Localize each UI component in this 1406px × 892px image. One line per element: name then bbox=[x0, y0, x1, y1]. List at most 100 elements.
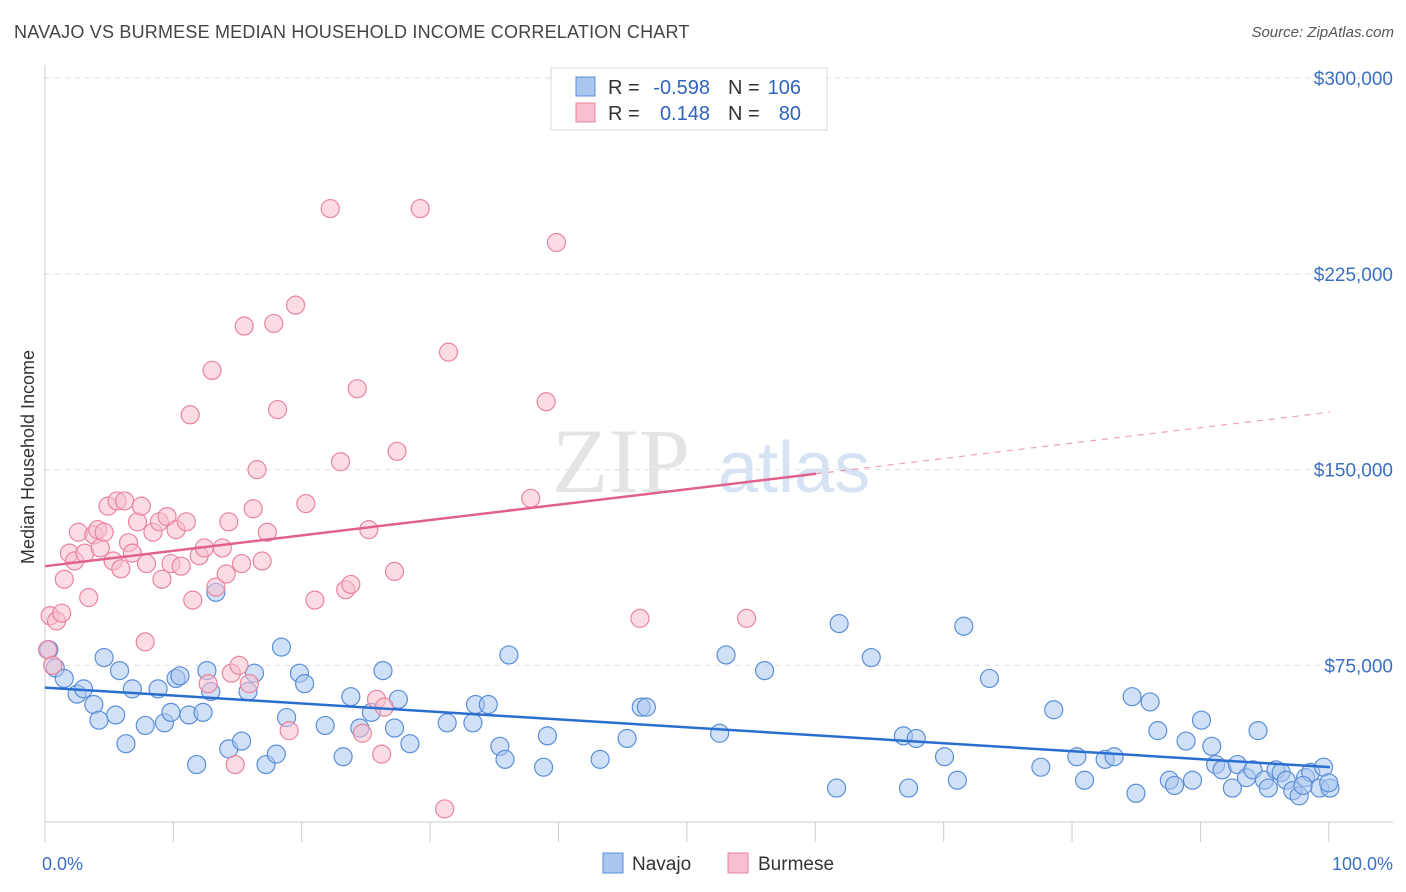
burmese-point-42 bbox=[216, 564, 236, 584]
navajo-point-53 bbox=[617, 728, 637, 749]
navajo-point-6 bbox=[89, 710, 109, 730]
navajo-point-55 bbox=[636, 697, 656, 717]
navajo-point-49 bbox=[499, 645, 519, 665]
legend-r-value-burmese: 0.148 bbox=[660, 103, 710, 125]
navajo-point-61 bbox=[861, 647, 881, 668]
navajo-point-64 bbox=[906, 728, 926, 749]
navajo-point-35 bbox=[333, 747, 353, 767]
navajo-point-70 bbox=[1044, 700, 1064, 720]
burmese-point-56 bbox=[279, 721, 299, 741]
navajo-point-48 bbox=[495, 749, 515, 769]
burmese-point-54 bbox=[264, 313, 284, 334]
navajo-point-67 bbox=[954, 616, 974, 636]
burmese-point-5 bbox=[54, 569, 74, 589]
watermark-atlas: atlas bbox=[718, 428, 870, 508]
watermark-zip: ZIP bbox=[552, 410, 690, 512]
bottom-legend-label-burmese: Burmese bbox=[758, 854, 834, 875]
navajo-point-59 bbox=[826, 778, 847, 798]
navajo-point-60 bbox=[829, 614, 849, 634]
burmese-point-24 bbox=[135, 632, 155, 652]
navajo-point-29 bbox=[266, 744, 286, 764]
burmese-point-78 bbox=[630, 608, 650, 628]
navajo-point-74 bbox=[1104, 747, 1124, 767]
navajo-point-46 bbox=[478, 694, 498, 715]
navajo-point-11 bbox=[122, 679, 142, 699]
burmese-point-39 bbox=[202, 360, 222, 381]
navajo-point-36 bbox=[341, 687, 361, 707]
navajo-point-57 bbox=[716, 645, 736, 665]
burmese-point-23 bbox=[131, 496, 151, 516]
burmese-point-45 bbox=[225, 754, 245, 775]
navajo-point-81 bbox=[1176, 731, 1196, 751]
burmese-point-79 bbox=[737, 608, 757, 628]
burmese-point-66 bbox=[359, 520, 379, 540]
burmese-point-57 bbox=[285, 295, 306, 315]
burmese-point-32 bbox=[171, 556, 191, 576]
burmese-point-75 bbox=[521, 488, 541, 508]
navajo-point-93 bbox=[1258, 778, 1278, 798]
bottom-legend-label-navajo: Navajo bbox=[632, 854, 691, 875]
burmese-point-68 bbox=[372, 744, 392, 764]
burmese-point-73 bbox=[438, 342, 459, 362]
burmese-point-14 bbox=[94, 522, 114, 542]
burmese-point-35 bbox=[183, 590, 203, 610]
navajo-point-75 bbox=[1122, 687, 1142, 707]
navajo-point-17 bbox=[170, 666, 190, 686]
navajo-point-39 bbox=[373, 660, 393, 681]
burmese-point-60 bbox=[320, 198, 340, 219]
navajo-point-77 bbox=[1140, 692, 1160, 712]
legend-r-label-navajo: R = bbox=[608, 77, 640, 99]
x-tick-label-max: 100.0% bbox=[1332, 854, 1393, 874]
trend-lines bbox=[44, 411, 1331, 769]
grid-lines bbox=[45, 77, 1393, 666]
burmese-point-10 bbox=[79, 587, 99, 608]
bottom-legend-swatch-burmese bbox=[727, 852, 749, 874]
burmese-point-28 bbox=[152, 569, 172, 589]
navajo-point-105 bbox=[1293, 775, 1313, 796]
y-tick-label-0: $75,000 bbox=[1324, 656, 1393, 677]
navajo-point-69 bbox=[1031, 757, 1051, 777]
navajo-point-78 bbox=[1148, 721, 1168, 741]
burmese-points bbox=[37, 198, 757, 819]
navajo-point-2 bbox=[54, 668, 74, 689]
chart-title: NAVAJO VS BURMESE MEDIAN HOUSEHOLD INCOM… bbox=[14, 22, 690, 42]
navajo-point-43 bbox=[437, 713, 457, 733]
burmese-point-21 bbox=[122, 543, 142, 563]
legend-n-label-burmese: N = bbox=[728, 103, 760, 125]
burmese-trend-line bbox=[44, 472, 817, 568]
burmese-point-49 bbox=[239, 674, 259, 694]
burmese-point-22 bbox=[127, 512, 148, 532]
navajo-point-65 bbox=[934, 747, 955, 767]
legend-r-value-navajo: -0.598 bbox=[653, 77, 710, 99]
burmese-point-33 bbox=[176, 512, 196, 532]
navajo-point-30 bbox=[271, 637, 292, 657]
correlation-legend: R = -0.598 N = 106 R = 0.148 N = 80 bbox=[550, 67, 828, 131]
navajo-point-10 bbox=[116, 734, 136, 754]
burmese-point-64 bbox=[347, 379, 367, 399]
y-tick-label-2: $225,000 bbox=[1314, 265, 1393, 286]
burmese-point-61 bbox=[330, 452, 351, 472]
burmese-point-53 bbox=[257, 522, 277, 542]
burmese-point-19 bbox=[115, 491, 135, 511]
navajo-point-104 bbox=[1319, 773, 1339, 793]
navajo-point-9 bbox=[109, 660, 130, 681]
burmese-trend-line-extension bbox=[815, 411, 1331, 475]
legend-n-value-burmese: 80 bbox=[779, 103, 801, 125]
navajo-point-44 bbox=[463, 713, 483, 733]
navajo-point-42 bbox=[400, 734, 420, 754]
navajo-point-52 bbox=[590, 749, 610, 769]
burmese-point-41 bbox=[212, 538, 232, 558]
navajo-point-72 bbox=[1074, 770, 1095, 790]
burmese-point-74 bbox=[435, 799, 455, 819]
navajo-point-76 bbox=[1126, 783, 1146, 803]
burmese-point-34 bbox=[180, 405, 200, 425]
burmese-point-2 bbox=[43, 655, 63, 675]
burmese-point-50 bbox=[243, 499, 263, 519]
burmese-point-46 bbox=[229, 655, 249, 675]
navajo-point-63 bbox=[898, 778, 919, 798]
legend-swatch-burmese bbox=[575, 102, 596, 123]
navajo-point-56 bbox=[710, 723, 730, 743]
navajo-point-7 bbox=[94, 647, 114, 668]
navajo-point-25 bbox=[232, 731, 252, 751]
